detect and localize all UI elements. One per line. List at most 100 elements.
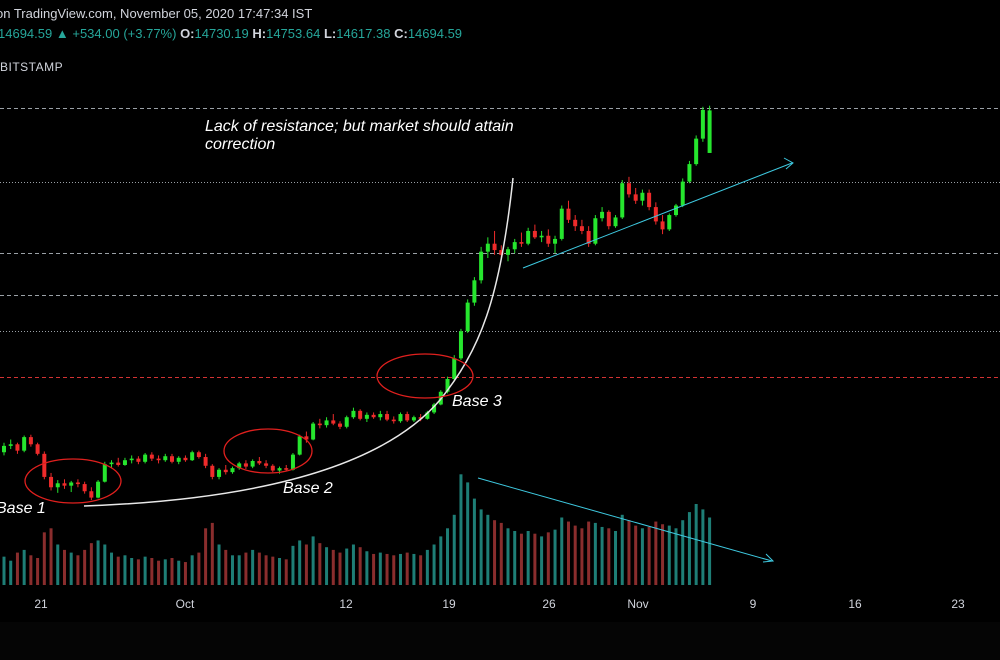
candle — [331, 414, 336, 426]
candle — [694, 135, 699, 166]
base3-circle — [376, 353, 474, 399]
base1-circle — [24, 458, 122, 504]
candle-body — [358, 410, 363, 419]
candle-body — [170, 456, 174, 462]
x-tick-label: 21 — [34, 597, 48, 611]
volume-bar — [331, 549, 335, 585]
candle — [579, 219, 584, 235]
volume-bar — [419, 555, 423, 585]
candle-body — [512, 242, 517, 250]
volume-bar — [540, 536, 544, 585]
ohlc-line: 14694.59 ▲ +534.00 (+3.77%) O:14730.19 H… — [0, 26, 462, 41]
candle — [129, 455, 134, 464]
x-tick-label: 23 — [951, 597, 965, 611]
volume-bar — [190, 555, 194, 585]
candle — [358, 409, 363, 421]
volume-bar — [36, 558, 40, 585]
candle-body — [96, 481, 101, 498]
candle — [237, 461, 242, 470]
candle — [566, 200, 571, 224]
candle — [170, 453, 174, 464]
candle — [223, 464, 228, 475]
candle-body — [593, 218, 598, 244]
candle-body — [176, 457, 181, 462]
candle — [398, 412, 403, 423]
volume-bar — [513, 531, 517, 585]
candle — [89, 487, 94, 500]
volume-bar — [318, 543, 322, 585]
volume-bar — [217, 544, 221, 585]
candle-body — [620, 183, 625, 218]
volume-bar — [459, 474, 463, 585]
volume-bar — [204, 528, 208, 585]
candle-body — [398, 414, 403, 422]
volume-bar — [620, 514, 624, 585]
x-tick-label: 16 — [848, 597, 862, 611]
volume-bar — [560, 517, 564, 585]
candle — [311, 421, 316, 441]
volume-bar — [600, 526, 604, 585]
volume-bar — [486, 514, 490, 585]
candle-body — [640, 192, 645, 201]
candle-body — [149, 454, 154, 459]
candle-body — [102, 464, 107, 482]
volume-bar — [183, 562, 187, 585]
candle-body — [297, 436, 302, 455]
candle-body — [284, 468, 289, 470]
candle-body — [378, 414, 383, 418]
volume-bar — [708, 517, 712, 585]
volume-bar — [499, 522, 503, 585]
candle — [69, 480, 74, 493]
volume-bar — [526, 531, 530, 585]
candle — [96, 480, 101, 499]
candle — [613, 215, 618, 228]
candle — [230, 466, 235, 474]
low-label: L: — [323, 26, 337, 41]
candle-body — [143, 454, 148, 462]
candle-body — [243, 463, 248, 467]
candle — [257, 457, 262, 465]
candle-body — [317, 423, 322, 426]
volume-bar — [150, 558, 154, 585]
volume-bar — [493, 520, 497, 585]
volume-bar — [291, 545, 295, 585]
candle — [532, 224, 537, 239]
volume-bar — [163, 559, 167, 585]
price-chart[interactable]: Lack of resistance; but market should at… — [0, 0, 1000, 622]
candle-body — [156, 458, 161, 461]
candle — [512, 238, 517, 254]
candle-body — [250, 460, 255, 467]
candle-body — [82, 484, 87, 492]
volume-bar — [701, 509, 705, 585]
volume-bar — [365, 551, 369, 585]
volume-bar — [398, 553, 402, 585]
volume-bar — [452, 514, 456, 585]
volume-bar — [230, 555, 234, 585]
candle-body — [586, 230, 591, 244]
candle — [15, 442, 20, 454]
candle-body — [163, 456, 168, 461]
candle-body — [183, 457, 188, 461]
volume-bar — [96, 540, 100, 585]
candle — [264, 460, 269, 469]
volume-bar — [311, 536, 315, 585]
candle — [640, 189, 645, 206]
candle — [465, 299, 470, 333]
candle-body — [546, 235, 551, 244]
volume-bar — [237, 555, 241, 585]
volume-bar — [177, 560, 181, 585]
candle-body — [707, 110, 712, 153]
volume-bar — [385, 553, 389, 585]
source-text: on TradingView.com, November 05, 2020 17… — [0, 6, 313, 21]
volume-bar — [627, 520, 631, 585]
candle — [573, 215, 578, 231]
candle-body — [122, 460, 127, 465]
volume-bar — [640, 528, 644, 585]
candle-body — [458, 331, 463, 359]
candle-body — [667, 215, 672, 230]
candle — [553, 235, 558, 254]
candle-body — [553, 238, 558, 244]
candle-body — [2, 445, 6, 453]
candle — [371, 412, 376, 419]
volume-bar — [546, 532, 550, 585]
